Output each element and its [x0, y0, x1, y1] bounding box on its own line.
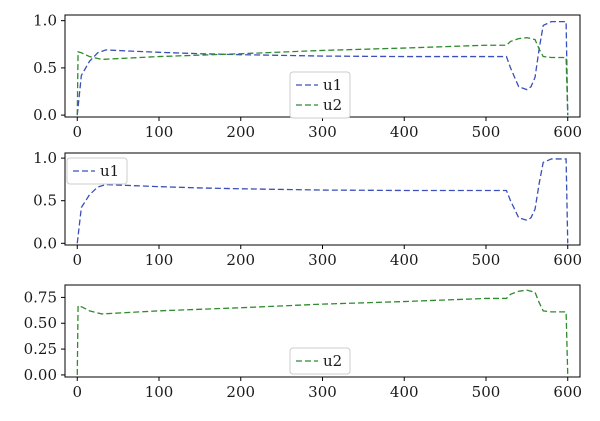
- subplot-2: 0 100 200 300 400 500 600 0.0 0.5 1.0 u1: [33, 149, 582, 269]
- legend-label-u1: u1: [100, 162, 119, 180]
- x-tick-label: 100: [145, 251, 174, 269]
- legend-label-u2: u2: [323, 96, 342, 114]
- legend: u1: [66, 157, 128, 185]
- x-tick-label: 200: [226, 123, 255, 141]
- series-line-u1: [76, 20, 569, 116]
- series-line-u2: [76, 289, 569, 375]
- x-tick-label: 200: [226, 383, 255, 401]
- x-tick-label: 300: [308, 251, 337, 269]
- x-tick-label: 500: [472, 123, 501, 141]
- legend-box: [289, 347, 351, 375]
- x-tick-label: 200: [226, 251, 255, 269]
- x-tick-label: 400: [390, 251, 419, 269]
- y-tick-label: 0.00: [24, 366, 57, 384]
- y-tick-label: 0.25: [24, 340, 57, 358]
- y-tick-label: 0.50: [24, 314, 57, 332]
- x-tick-label: 500: [472, 383, 501, 401]
- y-tick-label: 0.0: [33, 106, 57, 124]
- x-tick-label: 100: [145, 123, 174, 141]
- x-tick-label: 100: [145, 383, 174, 401]
- y-tick-label: 0.5: [33, 59, 57, 77]
- x-tick-label: 400: [390, 123, 419, 141]
- x-tick-label: 300: [308, 383, 337, 401]
- y-tick-label: 0.5: [33, 192, 57, 210]
- y-tick-label: 0.75: [24, 288, 57, 306]
- x-tick-label: 600: [553, 383, 582, 401]
- y-tick-label: 1.0: [33, 12, 57, 30]
- x-tick-label: 400: [390, 383, 419, 401]
- x-tick-label: 0: [72, 251, 82, 269]
- x-tick-label: 600: [553, 123, 582, 141]
- plot-frame: [64, 152, 581, 246]
- legend: u2: [289, 347, 351, 375]
- y-tick-label: 1.0: [33, 149, 57, 167]
- subplot-3: 0 100 200 300 400 500 600 0.00 0.25 0.50 0.75 u2: [24, 284, 582, 401]
- legend-label-u2: u2: [323, 352, 342, 370]
- legend-box: [289, 71, 351, 119]
- y-tick-label: 0.0: [33, 234, 57, 252]
- x-tick-label: 300: [308, 123, 337, 141]
- legend-box: [66, 157, 128, 185]
- x-tick-label: 0: [72, 123, 82, 141]
- series-line-u1: [76, 158, 569, 244]
- x-tick-label: 0: [72, 383, 82, 401]
- legend-label-u1: u1: [323, 76, 342, 94]
- x-tick-label: 600: [553, 251, 582, 269]
- x-tick-label: 500: [472, 251, 501, 269]
